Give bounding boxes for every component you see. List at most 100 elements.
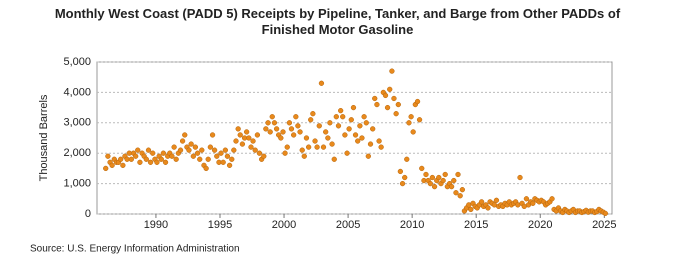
point (252, 147, 258, 153)
point (602, 210, 608, 217)
point (218, 150, 224, 156)
plot-frame (96, 61, 613, 215)
point (226, 162, 233, 169)
point (357, 123, 363, 129)
point (248, 144, 254, 150)
point (179, 138, 186, 144)
point (271, 120, 278, 126)
point (282, 150, 288, 156)
point (331, 156, 337, 162)
point (361, 114, 367, 120)
point (372, 95, 378, 102)
point (389, 68, 395, 74)
point (365, 153, 371, 159)
point (197, 156, 203, 162)
x-tick-label: 1990 (144, 219, 168, 231)
point (393, 111, 399, 117)
point (327, 120, 333, 126)
point (267, 129, 273, 135)
point (105, 153, 111, 159)
point (162, 159, 169, 165)
point (308, 117, 314, 123)
point (246, 135, 252, 141)
x-tick-label: 2020 (528, 219, 552, 231)
point (431, 183, 438, 190)
point (177, 147, 184, 153)
point (256, 150, 263, 156)
source: Source: U.S. Energy Information Administ… (30, 244, 240, 255)
point (323, 129, 329, 135)
point (359, 135, 365, 141)
point (280, 129, 286, 135)
point (186, 147, 192, 153)
y-tick-label: 0 (85, 208, 91, 220)
point (169, 153, 175, 159)
point (211, 147, 218, 153)
point (293, 114, 299, 120)
point (320, 144, 327, 150)
point (391, 95, 397, 102)
point (297, 129, 303, 135)
point (261, 153, 267, 159)
point (303, 135, 310, 141)
point (154, 159, 160, 165)
point (523, 196, 530, 202)
point (485, 205, 491, 211)
point (312, 138, 318, 144)
point (109, 162, 115, 169)
point (250, 138, 256, 144)
point (220, 159, 226, 165)
x-tick-label: 1995 (208, 219, 232, 231)
point (329, 141, 335, 147)
y-tick-label: 4,000 (63, 86, 91, 98)
point (171, 144, 177, 150)
y-tick-label: 3,000 (63, 117, 91, 129)
point (243, 129, 250, 135)
point (222, 147, 229, 153)
point (310, 111, 316, 117)
point (352, 132, 359, 138)
point (135, 147, 141, 153)
point (370, 126, 376, 132)
point (233, 138, 239, 144)
point (387, 86, 393, 93)
point (239, 141, 246, 147)
point (406, 120, 412, 126)
point (237, 132, 243, 138)
point (374, 101, 380, 108)
point (376, 138, 382, 144)
point (290, 132, 297, 138)
point (397, 168, 404, 175)
point (192, 144, 199, 150)
point (299, 147, 305, 153)
point (410, 129, 416, 135)
point (395, 101, 401, 108)
point (440, 177, 446, 184)
chart-title: Monthly West Coast (PADD 5) Receipts by … (54, 6, 621, 37)
point (530, 200, 536, 207)
point (254, 132, 261, 138)
point (316, 123, 322, 129)
point (265, 120, 271, 126)
point (278, 135, 284, 141)
point (404, 156, 410, 162)
point (205, 156, 211, 162)
point (235, 126, 241, 132)
point (325, 135, 331, 141)
point (229, 156, 235, 162)
point (408, 114, 414, 120)
point (427, 180, 433, 187)
point (416, 117, 423, 123)
point (224, 153, 231, 159)
point (314, 144, 320, 150)
point (448, 183, 455, 190)
point (231, 147, 237, 153)
point (429, 174, 436, 181)
point (382, 92, 389, 99)
point (419, 165, 425, 172)
point (143, 156, 149, 162)
point (378, 144, 384, 150)
point (209, 132, 216, 138)
